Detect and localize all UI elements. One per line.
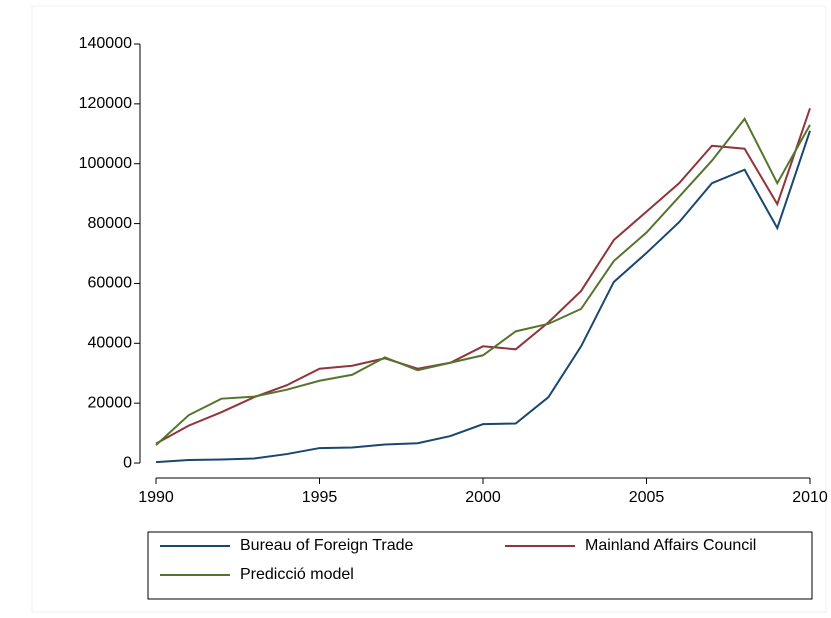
- y-tick-label: 0: [123, 454, 132, 471]
- legend-box: [147, 531, 813, 600]
- legend-label: Predicció model: [240, 566, 354, 583]
- y-tick-label: 120000: [79, 95, 132, 112]
- x-tick-label: 2010: [792, 489, 828, 506]
- legend-label: Bureau of Foreign Trade: [240, 537, 414, 554]
- plot-region: [31, 5, 827, 613]
- y-tick-label: 80000: [88, 215, 133, 232]
- y-tick-label: 140000: [79, 35, 132, 52]
- x-tick-label: 2000: [465, 489, 501, 506]
- x-tick-label: 1995: [302, 489, 338, 506]
- series-line: [155, 108, 811, 445]
- y-tick-label: 20000: [88, 394, 133, 411]
- y-tick-label: 40000: [88, 335, 133, 352]
- series-line: [155, 130, 811, 464]
- x-tick-label: 1990: [138, 489, 174, 506]
- y-tick-label: 100000: [79, 155, 132, 172]
- x-tick-label: 2005: [629, 489, 665, 506]
- legend-label: Mainland Affairs Council: [585, 537, 756, 554]
- y-tick-label: 60000: [88, 275, 133, 292]
- series-line: [155, 116, 811, 446]
